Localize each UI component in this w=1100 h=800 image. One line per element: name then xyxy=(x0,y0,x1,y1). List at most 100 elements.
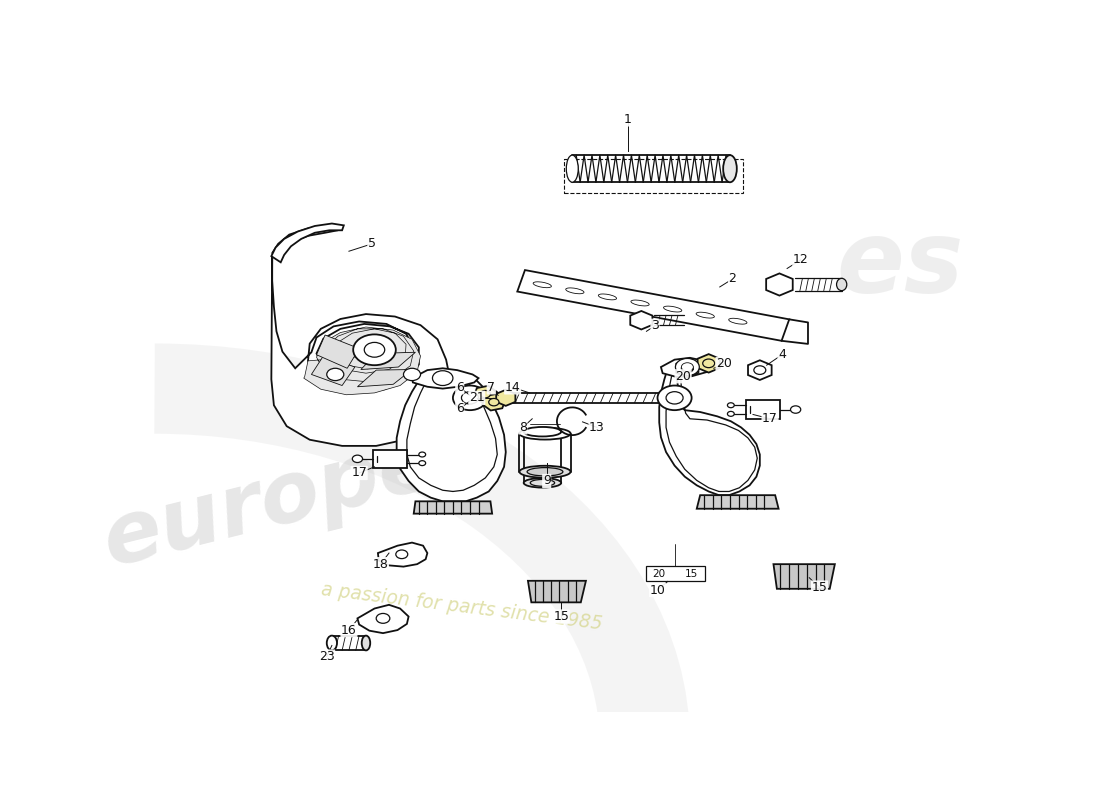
Circle shape xyxy=(667,392,683,404)
Ellipse shape xyxy=(519,466,571,478)
Ellipse shape xyxy=(524,427,561,437)
Text: 20: 20 xyxy=(675,370,691,382)
Ellipse shape xyxy=(837,278,847,290)
Text: 9: 9 xyxy=(542,474,551,487)
Polygon shape xyxy=(773,564,835,589)
Circle shape xyxy=(488,398,499,406)
Ellipse shape xyxy=(534,282,551,288)
Text: 6: 6 xyxy=(455,402,464,415)
Polygon shape xyxy=(766,274,793,295)
Text: 5: 5 xyxy=(367,238,376,250)
Text: 20: 20 xyxy=(652,569,666,578)
Circle shape xyxy=(419,461,426,466)
Polygon shape xyxy=(361,352,416,370)
Ellipse shape xyxy=(362,636,371,650)
Polygon shape xyxy=(311,356,355,386)
Polygon shape xyxy=(397,378,506,502)
Circle shape xyxy=(658,386,692,410)
Ellipse shape xyxy=(663,306,682,312)
Polygon shape xyxy=(272,223,344,262)
Polygon shape xyxy=(748,360,771,380)
Circle shape xyxy=(364,342,385,357)
Ellipse shape xyxy=(519,427,571,439)
Text: 16: 16 xyxy=(341,623,356,637)
Circle shape xyxy=(727,411,734,416)
Text: 4: 4 xyxy=(778,348,785,362)
Polygon shape xyxy=(358,605,408,633)
Text: a passion for parts since 1985: a passion for parts since 1985 xyxy=(320,581,603,634)
Text: 21: 21 xyxy=(469,391,485,404)
Polygon shape xyxy=(378,542,427,566)
Text: 6: 6 xyxy=(455,381,464,394)
Text: 20: 20 xyxy=(716,358,732,370)
Circle shape xyxy=(432,370,453,386)
Text: 10: 10 xyxy=(650,583,666,597)
Text: europes: europes xyxy=(95,409,496,584)
Polygon shape xyxy=(746,400,780,418)
Ellipse shape xyxy=(728,318,747,324)
Polygon shape xyxy=(358,370,412,386)
Ellipse shape xyxy=(598,294,617,300)
Ellipse shape xyxy=(696,312,714,318)
Circle shape xyxy=(703,359,715,368)
Circle shape xyxy=(327,368,344,381)
Text: 2: 2 xyxy=(728,273,737,286)
Circle shape xyxy=(754,366,766,374)
Polygon shape xyxy=(482,394,505,410)
Text: 18: 18 xyxy=(373,558,388,570)
Ellipse shape xyxy=(631,300,649,306)
Text: 8: 8 xyxy=(519,421,527,434)
Circle shape xyxy=(396,550,408,558)
Polygon shape xyxy=(304,327,420,394)
Polygon shape xyxy=(528,581,586,602)
Polygon shape xyxy=(373,450,407,468)
Ellipse shape xyxy=(527,468,563,476)
Ellipse shape xyxy=(524,478,561,487)
Circle shape xyxy=(675,358,700,376)
Circle shape xyxy=(419,452,426,457)
Polygon shape xyxy=(414,502,492,514)
Polygon shape xyxy=(659,368,760,495)
Polygon shape xyxy=(272,255,450,446)
Text: 15: 15 xyxy=(685,569,698,578)
Text: 13: 13 xyxy=(590,421,605,434)
Ellipse shape xyxy=(530,479,554,486)
Text: 15: 15 xyxy=(553,610,569,623)
Circle shape xyxy=(681,362,693,371)
Polygon shape xyxy=(676,359,698,378)
Polygon shape xyxy=(661,358,711,377)
Polygon shape xyxy=(630,311,652,330)
Circle shape xyxy=(352,455,363,462)
Text: 1: 1 xyxy=(624,113,631,126)
Polygon shape xyxy=(496,390,516,406)
Circle shape xyxy=(453,386,487,410)
Polygon shape xyxy=(517,270,789,341)
Text: 3: 3 xyxy=(651,319,659,332)
Text: 14: 14 xyxy=(505,381,520,394)
Circle shape xyxy=(353,334,396,365)
Polygon shape xyxy=(697,354,719,373)
Ellipse shape xyxy=(723,155,737,182)
Polygon shape xyxy=(317,335,359,368)
Circle shape xyxy=(727,402,734,408)
Circle shape xyxy=(481,390,491,398)
Polygon shape xyxy=(474,386,497,402)
Text: es: es xyxy=(837,217,965,314)
Text: 23: 23 xyxy=(319,650,334,663)
FancyBboxPatch shape xyxy=(646,566,705,582)
Text: 15: 15 xyxy=(812,581,827,594)
Circle shape xyxy=(681,364,693,373)
Polygon shape xyxy=(412,368,478,389)
Text: 17: 17 xyxy=(351,466,367,479)
Text: 7: 7 xyxy=(487,381,495,394)
Text: 12: 12 xyxy=(793,254,808,266)
Circle shape xyxy=(791,406,801,414)
Circle shape xyxy=(404,368,420,381)
Ellipse shape xyxy=(566,155,579,182)
Ellipse shape xyxy=(327,636,337,650)
Polygon shape xyxy=(696,495,779,509)
Circle shape xyxy=(462,392,478,404)
Ellipse shape xyxy=(565,288,584,294)
Text: 17: 17 xyxy=(762,412,778,426)
Circle shape xyxy=(376,614,389,623)
